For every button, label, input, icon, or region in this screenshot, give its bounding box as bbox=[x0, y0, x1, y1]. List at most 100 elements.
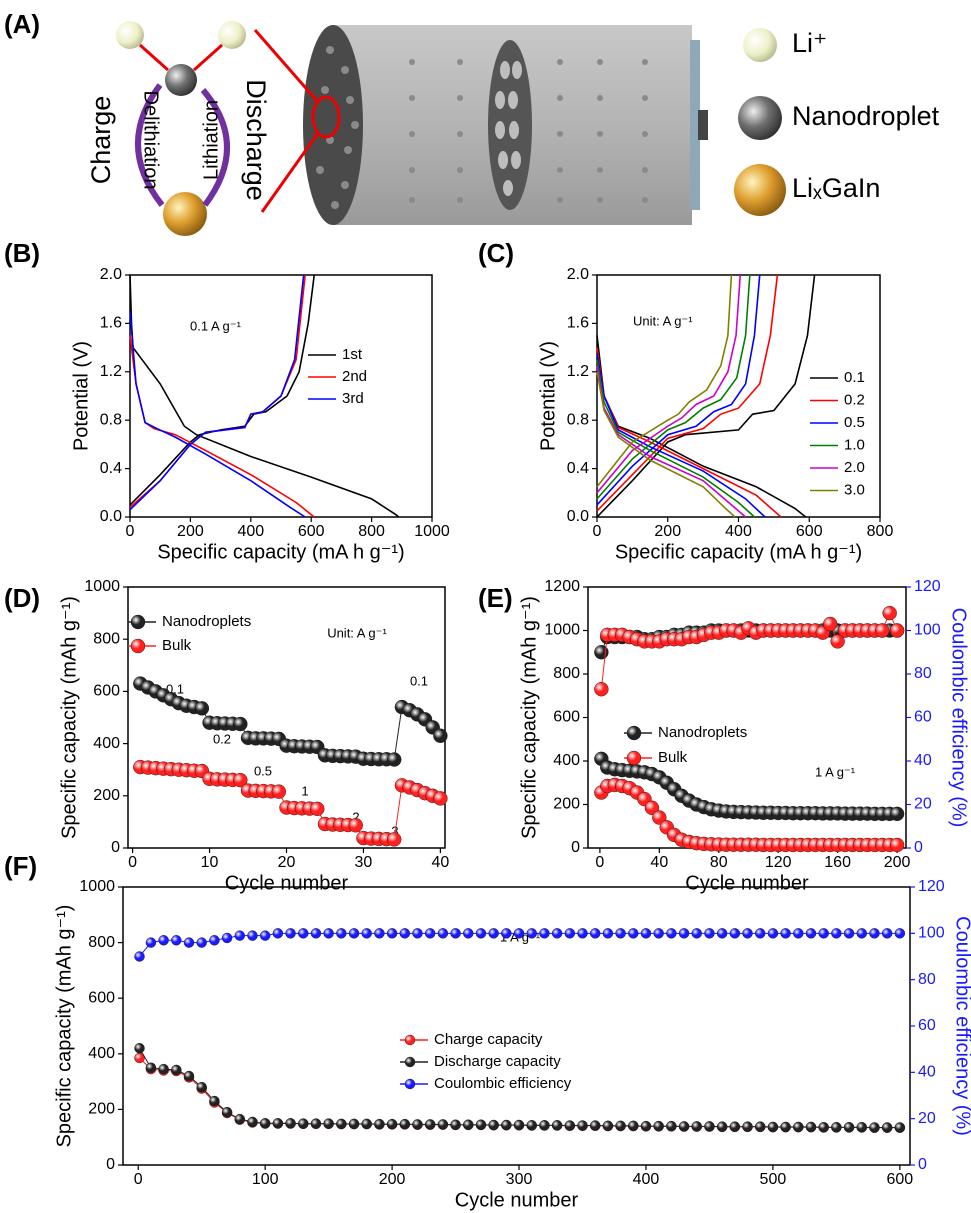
legend-label: Li⁺ bbox=[792, 28, 827, 58]
y2-tick-label: 80 bbox=[918, 971, 936, 988]
panel: (F)0 100 200 300 400 500 600020040060080010000… bbox=[4, 851, 971, 1211]
marker bbox=[729, 928, 741, 939]
panel-label: (C) bbox=[478, 238, 514, 268]
marker bbox=[183, 937, 195, 948]
marker bbox=[374, 1118, 385, 1130]
y-tick-label: 0.8 bbox=[100, 411, 122, 428]
arrow bbox=[193, 43, 223, 72]
x-tick-label: 400 bbox=[633, 1171, 660, 1188]
marker bbox=[691, 1121, 702, 1132]
x-tick-label: 200 bbox=[379, 1171, 406, 1188]
y-tick-label: 600 bbox=[553, 709, 580, 726]
schematic-label: Delithiation bbox=[140, 91, 162, 190]
legend-marker bbox=[130, 614, 146, 630]
marker bbox=[233, 772, 248, 788]
marker bbox=[843, 928, 855, 939]
marker bbox=[823, 616, 838, 632]
series-line bbox=[596, 274, 736, 518]
marker bbox=[412, 1119, 423, 1130]
y-tick-label: 1.2 bbox=[567, 363, 589, 380]
x-axis-label: Cycle number bbox=[225, 872, 349, 894]
y-tick-label: 1000 bbox=[544, 622, 580, 639]
annotation: Unit: A g⁻¹ bbox=[327, 625, 387, 640]
marker bbox=[889, 837, 905, 853]
annotation: Unit: A g⁻¹ bbox=[633, 313, 693, 328]
y2-tick-label: 0 bbox=[914, 839, 923, 856]
marker bbox=[437, 928, 449, 939]
marker bbox=[818, 1121, 829, 1133]
legend-marker bbox=[626, 725, 642, 741]
marker bbox=[590, 1120, 601, 1131]
marker bbox=[856, 928, 867, 939]
y-axis-label: Specific capacity (mAh g⁻¹) bbox=[518, 596, 540, 839]
marker bbox=[450, 1119, 461, 1130]
y2-tick-label: 80 bbox=[914, 665, 932, 682]
marker bbox=[463, 928, 474, 939]
x-tick-label: 0 bbox=[128, 854, 137, 871]
legend-label: LiₓGaIn bbox=[792, 173, 880, 203]
marker bbox=[221, 932, 233, 944]
marker bbox=[361, 1118, 372, 1130]
marker bbox=[590, 928, 601, 939]
marker bbox=[831, 928, 842, 939]
legend-label: 0.5 bbox=[844, 414, 865, 431]
y2-axis-label: Coulombic efficiency (%) bbox=[952, 916, 971, 1136]
marker bbox=[399, 1118, 410, 1130]
marker bbox=[729, 1121, 741, 1132]
marker bbox=[551, 928, 563, 939]
marker bbox=[475, 1119, 487, 1130]
legend-label: Charge capacity bbox=[434, 1031, 543, 1048]
legend-marker bbox=[404, 1056, 416, 1068]
marker bbox=[666, 1120, 677, 1132]
x-tick-label: 300 bbox=[506, 1171, 533, 1188]
marker bbox=[882, 605, 897, 621]
marker bbox=[615, 1120, 626, 1132]
annotation: 1 bbox=[301, 783, 308, 798]
marker bbox=[577, 1120, 588, 1131]
y-tick-label: 0.0 bbox=[100, 508, 122, 525]
y-tick-label: 0.8 bbox=[567, 411, 589, 428]
marker bbox=[628, 928, 639, 939]
zoom-circle bbox=[311, 95, 341, 139]
panel-label: (A) bbox=[4, 9, 40, 39]
marker bbox=[323, 928, 334, 939]
y-axis-label: Specific capacity (mAh g⁻¹) bbox=[58, 596, 80, 839]
x-tick-label: 200 bbox=[884, 854, 911, 871]
marker bbox=[869, 1122, 880, 1133]
x-tick-label: 400 bbox=[237, 523, 264, 540]
discharge-arrow bbox=[200, 88, 230, 207]
marker bbox=[678, 928, 690, 939]
marker bbox=[386, 928, 398, 939]
panel: (E)0 40 80 120 160 20002004006008001000120002… bbox=[478, 578, 970, 894]
y2-tick-label: 40 bbox=[914, 752, 932, 769]
marker bbox=[348, 818, 363, 833]
y-tick-label: 0 bbox=[106, 1156, 115, 1173]
panel: (B) 0 200 400 600 800 1000 0.0 0.4 0.8 1.2 1.6 2.0 Sp… bbox=[4, 238, 450, 563]
legend-marker bbox=[404, 1078, 416, 1090]
x-tick-label: 40 bbox=[431, 854, 449, 871]
li-ion bbox=[116, 21, 144, 49]
mesh-holes bbox=[495, 61, 522, 196]
schematic-label: Charge bbox=[86, 96, 116, 185]
annotation: 2 bbox=[352, 809, 359, 824]
legend-label: 3rd bbox=[342, 390, 364, 407]
y-tick-label: 400 bbox=[93, 735, 120, 752]
marker bbox=[183, 1070, 195, 1082]
cylinder-tab bbox=[698, 110, 708, 140]
marker bbox=[691, 928, 702, 939]
marker bbox=[602, 1120, 614, 1132]
marker bbox=[386, 1118, 398, 1130]
marker bbox=[704, 1121, 715, 1132]
panel: (C) 0 200 400 600 800 0.0 0.4 0.8 1.2 1.6 2.0 Specif… bbox=[478, 238, 893, 563]
marker bbox=[767, 1121, 779, 1133]
annotation: 0.2 bbox=[213, 731, 231, 746]
marker bbox=[564, 928, 576, 939]
y2-axis-label: Coulombic efficiency (%) bbox=[948, 608, 970, 828]
marker bbox=[259, 1118, 271, 1129]
marker bbox=[501, 928, 512, 939]
marker bbox=[221, 1106, 233, 1118]
marker bbox=[196, 937, 207, 948]
marker bbox=[134, 1043, 145, 1054]
marker bbox=[475, 928, 487, 939]
